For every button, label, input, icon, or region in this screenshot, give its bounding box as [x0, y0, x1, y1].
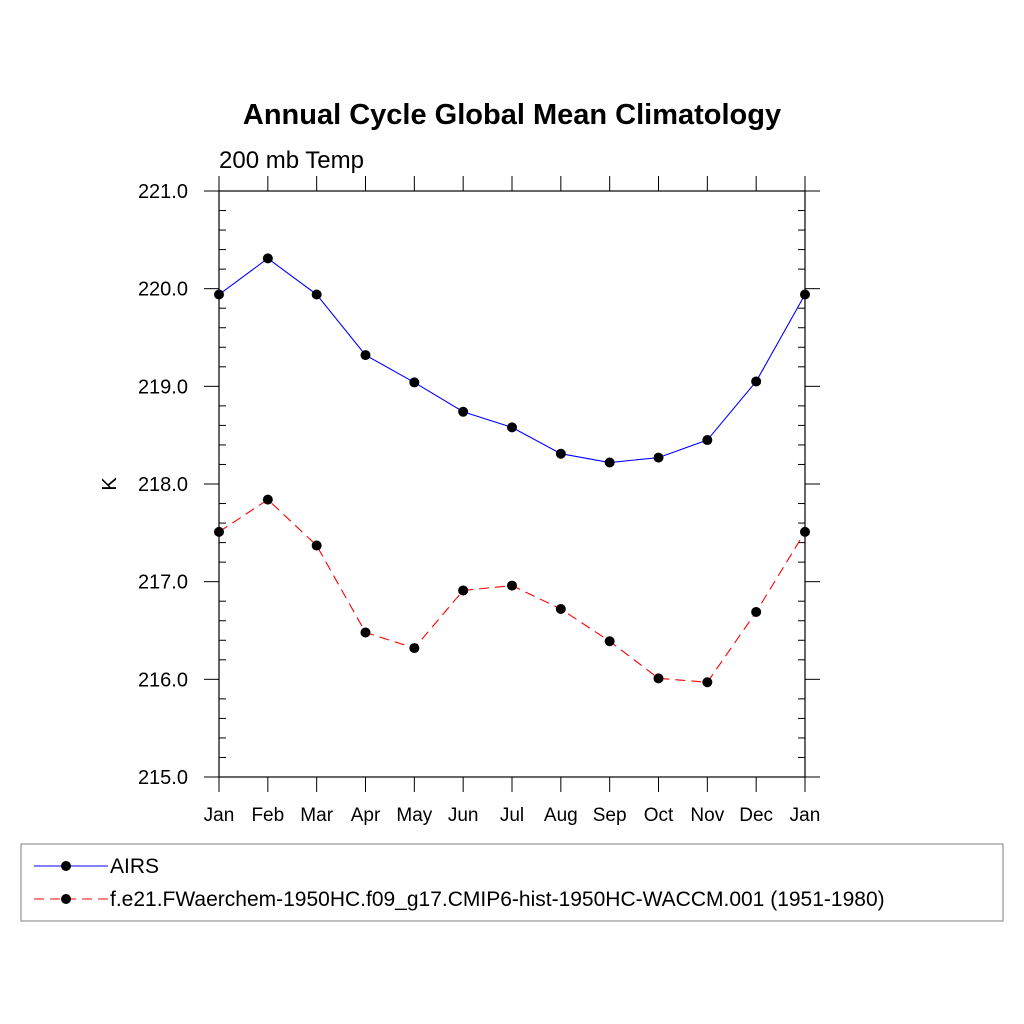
data-point: [262, 253, 273, 264]
data-point: [409, 377, 420, 388]
data-point: [702, 677, 713, 688]
x-tick-label: Oct: [644, 805, 674, 826]
x-tick-label: Jun: [448, 805, 479, 826]
plot-frame: [218, 190, 806, 778]
y-tick-label: 215.0: [138, 767, 188, 789]
x-tick-label: Dec: [739, 805, 773, 826]
y-tick-label: 219.0: [138, 376, 188, 398]
y-tick-label: 216.0: [138, 669, 188, 691]
x-tick-label: Apr: [351, 805, 381, 826]
series-1: [214, 253, 810, 468]
data-point: [604, 636, 615, 647]
data-point: [653, 673, 664, 684]
legend-box: [20, 843, 1004, 922]
legend-label: AIRS: [110, 855, 159, 878]
x-tick-label: Sep: [593, 805, 627, 826]
x-tick-label: Feb: [251, 805, 284, 826]
data-point: [751, 376, 762, 387]
legend-marker: [61, 894, 71, 904]
series-line: [218, 498, 806, 683]
data-point: [458, 585, 469, 596]
chart-subtitle: 200 mb Temp: [219, 147, 364, 174]
data-point: [360, 350, 371, 361]
data-point: [555, 448, 566, 459]
y-tick-label: 220.0: [138, 279, 188, 301]
x-tick-label: Aug: [544, 805, 578, 826]
data-point: [409, 643, 420, 654]
x-tick-label: Mar: [300, 805, 333, 826]
data-point: [262, 494, 273, 505]
y-tick-labels: 215.0 216.0 217.0 218.0 219.0 220.0 221.0: [138, 181, 188, 789]
data-point: [507, 422, 517, 433]
y-axis-label: K: [99, 477, 121, 491]
data-point: [604, 457, 615, 468]
data-point: [360, 627, 371, 638]
legend: AIRS f.e21.FWaerchem-1950HC.f09_g17.CMIP6…: [20, 843, 1004, 922]
x-tick-labels: Jan Feb Mar Apr May Jun Jul Aug Sep Oct Nov Dec Jan: [204, 805, 821, 826]
data-point: [311, 289, 322, 300]
data-point: [458, 406, 469, 417]
data-point: [311, 540, 322, 551]
y-tick-label: 218.0: [138, 474, 188, 496]
y-tick-label: 221.0: [138, 181, 188, 203]
data-point: [702, 435, 713, 446]
x-tick-label: Jul: [500, 805, 524, 826]
legend-label: f.e21.FWaerchem-1950HC.f09_g17.CMIP6-his…: [110, 888, 885, 911]
data-point: [653, 452, 664, 463]
axis-ticks: [204, 176, 820, 792]
data-point: [555, 604, 566, 615]
y-tick-label: 217.0: [138, 572, 188, 594]
x-tick-label: Jan: [790, 805, 821, 826]
x-tick-label: Nov: [690, 805, 724, 826]
series-2: [214, 494, 810, 688]
series-group: [214, 253, 810, 688]
x-tick-label: May: [396, 805, 432, 826]
legend-marker: [61, 861, 71, 871]
chart-title: Annual Cycle Global Mean Climatology: [243, 99, 781, 131]
data-point: [507, 580, 517, 591]
data-point: [751, 606, 762, 617]
x-tick-label: Jan: [204, 805, 235, 826]
